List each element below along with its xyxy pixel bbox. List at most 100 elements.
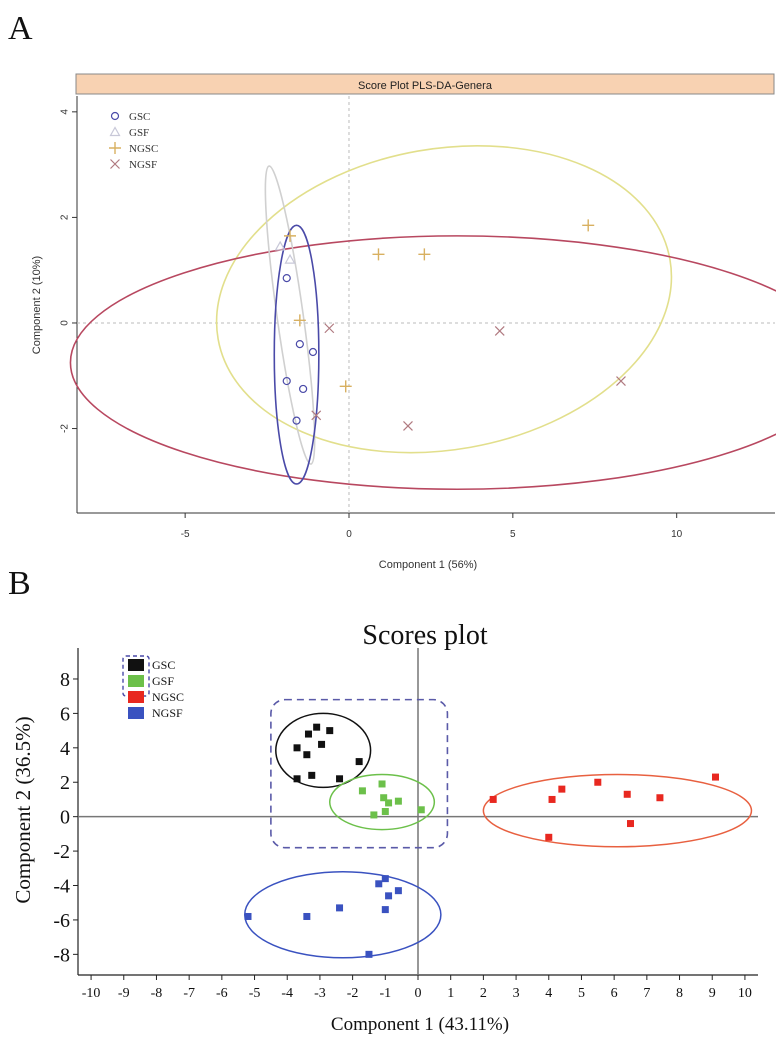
chart-b-point-ngsf bbox=[303, 912, 311, 920]
chart-b-legend-swatch-gsc bbox=[128, 659, 144, 671]
chart-b-ellipse-gsf bbox=[328, 773, 436, 831]
chart-b-x-tick-label: 3 bbox=[513, 986, 520, 1001]
chart-a-x-label: Component 1 (56%) bbox=[379, 559, 477, 571]
chart-b-legend-label: NGSC bbox=[152, 690, 184, 704]
chart-b-y-tick-label: -4 bbox=[53, 876, 70, 898]
chart-b-point-gsc bbox=[304, 730, 312, 738]
chart-b-legend-label: GSF bbox=[152, 674, 174, 688]
chart-b-x-tick-label: 1 bbox=[447, 986, 454, 1001]
chart-b-y-tick-label: 0 bbox=[60, 807, 70, 829]
chart-a-point-ngsf bbox=[616, 376, 626, 386]
chart-b-y-tick-label: -8 bbox=[53, 944, 70, 966]
panel-b-letter: B bbox=[8, 565, 31, 602]
chart-b-point-gsc bbox=[303, 751, 311, 759]
chart-b-point-ngsf bbox=[385, 892, 393, 900]
chart-a-point-gsc bbox=[282, 376, 291, 386]
chart-b-y-label: Component 2 (36.5%) bbox=[11, 716, 35, 903]
chart-a-point-gsf bbox=[274, 240, 286, 251]
chart-b-point-ngsf bbox=[365, 950, 373, 958]
chart-b-ellipse-ngsc bbox=[482, 773, 753, 848]
chart-b-point-ngsf bbox=[375, 880, 383, 888]
chart-a-legend-label: NGSF bbox=[129, 159, 157, 171]
chart-b-point-gsf bbox=[380, 794, 388, 802]
chart-b-y-tick-label: 6 bbox=[60, 703, 70, 725]
chart-b-x-tick-label: -6 bbox=[216, 986, 228, 1001]
chart-a-point-ngsf bbox=[403, 420, 413, 431]
chart-a-ellipse-ngsc bbox=[215, 145, 673, 454]
chart-b-point-gsc bbox=[355, 758, 363, 766]
chart-b-x-tick-label: -10 bbox=[82, 986, 101, 1001]
chart-b-point-ngsc bbox=[627, 820, 634, 828]
chart-a-point-gsc bbox=[308, 347, 318, 357]
chart-b-x-tick-label: 6 bbox=[611, 986, 618, 1001]
chart-b-point-gsf bbox=[378, 780, 386, 788]
chart-b-legend-swatch-gsf bbox=[128, 675, 144, 687]
chart-a-y-tick-label: 0 bbox=[60, 320, 71, 326]
chart-b-x-tick-label: -9 bbox=[118, 986, 130, 1001]
chart-a-x-tick-label: 10 bbox=[671, 529, 683, 540]
chart-a-ellipse-gsf bbox=[264, 165, 316, 465]
chart-b-point-ngsc bbox=[712, 773, 719, 781]
chart-b-point-gsc bbox=[318, 740, 326, 748]
chart-b-x-tick-label: -2 bbox=[347, 986, 359, 1001]
chart-a-x-tick-label: -5 bbox=[181, 529, 190, 540]
chart-b-x-tick-label: 0 bbox=[415, 986, 422, 1001]
chart-b-point-ngsc bbox=[623, 790, 631, 798]
chart-b-point-ngsf bbox=[244, 912, 252, 920]
chart-b-x-tick-label: -7 bbox=[183, 986, 195, 1001]
chart-b-point-ngsf bbox=[394, 887, 402, 895]
chart-a-point-gsc bbox=[282, 274, 291, 283]
chart-b-x-tick-label: 7 bbox=[643, 986, 650, 1001]
chart-b-x-tick-label: -4 bbox=[281, 986, 293, 1001]
chart-b-point-gsc bbox=[293, 744, 301, 752]
chart-a-point-ngsf bbox=[324, 323, 335, 334]
chart-b-title: Scores plot bbox=[362, 620, 487, 651]
chart-b-point-gsc bbox=[336, 775, 344, 783]
chart-b-ellipse-ngsf bbox=[243, 870, 442, 959]
chart-b-legend-label: GSC bbox=[152, 658, 175, 672]
chart-b-point-gsc bbox=[293, 775, 301, 783]
chart-a-y-tick-label: -2 bbox=[60, 424, 71, 433]
chart-b-point-ngsf bbox=[336, 904, 344, 912]
chart-b-x-tick-label: 10 bbox=[738, 986, 752, 1001]
chart-a-y-label: Component 2 (10%) bbox=[31, 256, 43, 354]
chart-a-point-ngsc bbox=[582, 219, 595, 232]
chart-a-legend-marker-gsc bbox=[110, 111, 120, 121]
chart-a-legend-label: NGSC bbox=[129, 143, 158, 155]
chart-a-y-tick-label: 4 bbox=[60, 109, 71, 115]
chart-a-ellipse-gsc bbox=[273, 224, 320, 485]
chart-b-y-tick-label: 8 bbox=[60, 669, 70, 691]
chart-b-y-tick-label: -6 bbox=[53, 910, 70, 932]
chart-b-y-tick-label: -2 bbox=[53, 841, 70, 863]
chart-a: Score Plot PLS-DA-Genera -5 0 5 10 -2 0 2 4 Compo… bbox=[31, 73, 776, 571]
chart-b-legend-swatch-ngsc bbox=[128, 691, 144, 703]
chart-a-point-ngsf bbox=[494, 325, 505, 336]
chart-b-x-tick-label: 9 bbox=[709, 986, 716, 1001]
chart-b-x-tick-label: -1 bbox=[379, 986, 391, 1001]
chart-a-legend-label: GSF bbox=[129, 127, 149, 139]
chart-b-point-ngsf bbox=[381, 875, 389, 883]
chart-b-point-ngsc bbox=[594, 778, 602, 786]
chart-a-title: Score Plot PLS-DA-Genera bbox=[358, 80, 493, 92]
chart-b-x-tick-label: -3 bbox=[314, 986, 326, 1001]
chart-b-point-ngsc bbox=[558, 785, 566, 793]
chart-b-point-ngsc bbox=[656, 794, 664, 802]
chart-b-y-tick-label: 4 bbox=[60, 738, 70, 760]
chart-b-x-tick-label: 8 bbox=[676, 986, 683, 1001]
chart-a-ellipse-ngsf bbox=[69, 235, 776, 491]
chart-b-x-label: Component 1 (43.11%) bbox=[331, 1014, 509, 1035]
chart-a-x-tick-label: 0 bbox=[346, 529, 352, 540]
chart-b-legend-label: NGSF bbox=[152, 706, 183, 720]
chart-b-point-gsc bbox=[308, 771, 316, 779]
chart-b-point-ngsf bbox=[381, 906, 389, 914]
chart-b-point-ngsc bbox=[489, 795, 497, 803]
chart-b-point-gsc bbox=[326, 727, 334, 735]
chart-b-legend-swatch-ngsf bbox=[128, 707, 144, 719]
chart-a-point-gsc bbox=[299, 384, 308, 394]
chart-b: Scores plot-10 -9 -8 -7 -6 -5 -4 -3 -2 -1 0 1 2 3 4 5 6 7… bbox=[11, 620, 758, 1035]
chart-b-grouping-box bbox=[270, 698, 449, 849]
chart-b-point-gsf bbox=[394, 797, 402, 805]
chart-a-point-ngsc bbox=[418, 248, 431, 261]
chart-b-x-tick-label: 2 bbox=[480, 986, 487, 1001]
chart-a-x-tick-label: 5 bbox=[510, 529, 516, 540]
